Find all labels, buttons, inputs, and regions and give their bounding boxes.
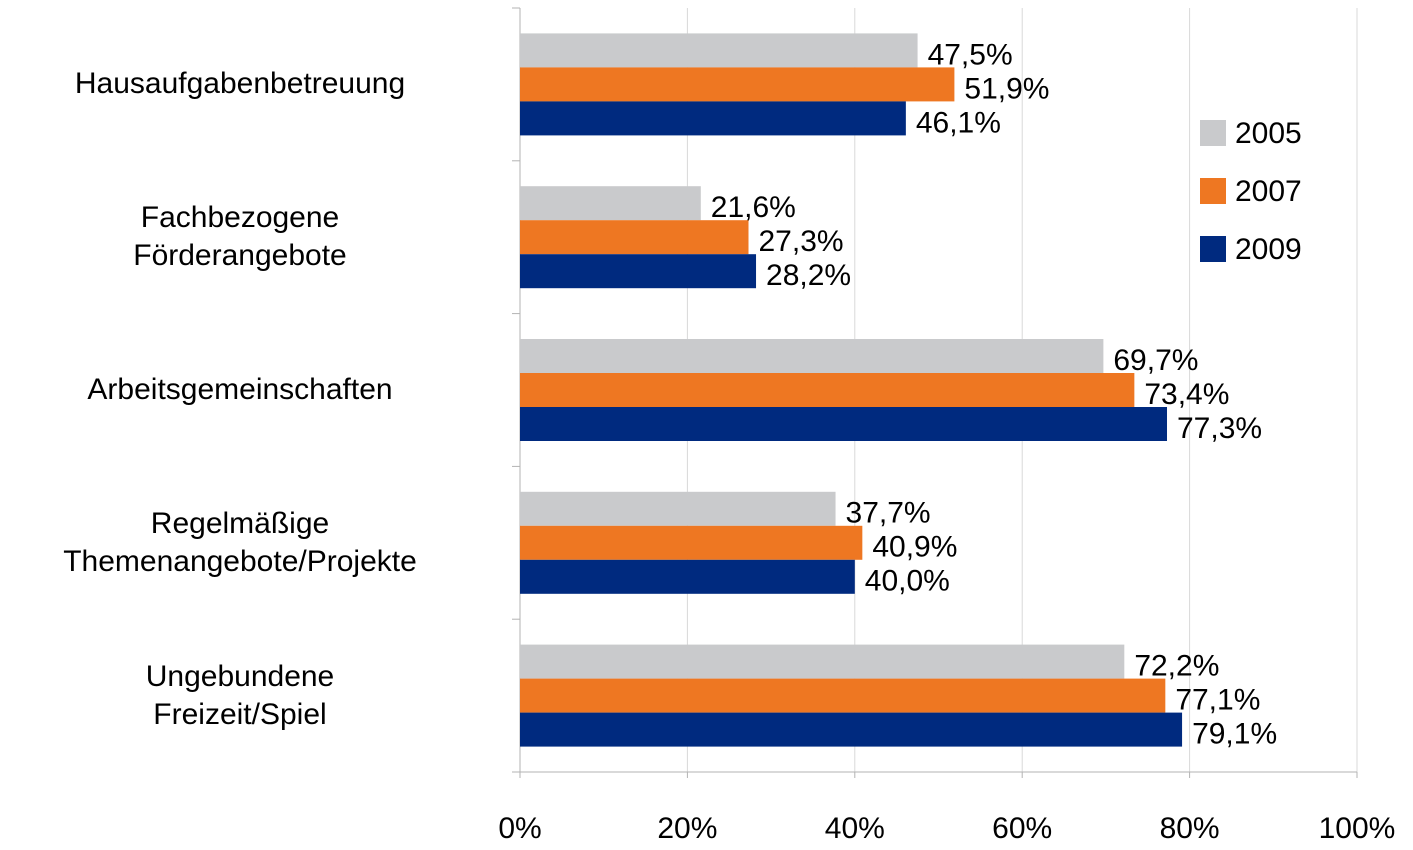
value-label: 79,1% <box>1192 718 1277 751</box>
bar <box>520 559 855 594</box>
legend-swatch <box>1200 120 1226 146</box>
legend-swatch <box>1200 236 1226 262</box>
category-label: Hausaufgabenbetreuung <box>74 67 406 101</box>
bar <box>520 525 863 560</box>
legend-swatch <box>1200 178 1226 204</box>
bar <box>520 373 1135 407</box>
value-label: 28,2% <box>766 259 851 292</box>
bar <box>520 186 701 221</box>
bar <box>520 33 918 68</box>
value-label: 21,6% <box>711 191 796 224</box>
bar <box>520 407 1168 441</box>
bar <box>520 339 1104 373</box>
category-label: Fachbezogene Förderangebote <box>133 201 347 273</box>
value-label: 46,1% <box>916 106 1001 139</box>
value-label: 40,9% <box>872 531 957 564</box>
bar <box>520 101 906 136</box>
value-label: 77,1% <box>1175 684 1260 717</box>
value-label: 72,2% <box>1134 650 1219 683</box>
bar <box>520 491 836 526</box>
bar <box>520 67 955 102</box>
bar <box>520 644 1125 679</box>
x-tick-label: 40% <box>825 812 885 845</box>
bar <box>520 220 749 255</box>
category-label: Regelmäßige Themenangebote/Projekte <box>63 506 417 578</box>
value-label: 27,3% <box>759 225 844 258</box>
bar <box>520 678 1166 713</box>
value-label: 77,3% <box>1177 412 1262 445</box>
category-label: Ungebundene Freizeit/Spiel <box>145 659 335 731</box>
bar <box>520 254 757 289</box>
x-tick-label: 100% <box>1319 812 1396 845</box>
value-label: 51,9% <box>964 72 1049 105</box>
x-tick-label: 80% <box>1160 812 1220 845</box>
value-label: 69,7% <box>1113 344 1198 377</box>
bar <box>520 712 1183 747</box>
legend-label: 2005 <box>1235 117 1302 150</box>
category-label: Arbeitsgemeinschaften <box>87 373 393 406</box>
value-label: 73,4% <box>1144 378 1229 411</box>
x-tick-label: 60% <box>992 812 1052 845</box>
x-tick-label: 20% <box>657 812 717 845</box>
legend-label: 2007 <box>1235 175 1302 208</box>
legend-label: 2009 <box>1235 233 1302 266</box>
value-label: 47,5% <box>928 38 1013 71</box>
x-tick-label: 0% <box>498 812 541 845</box>
value-label: 37,7% <box>846 497 931 530</box>
value-label: 40,0% <box>865 565 950 598</box>
